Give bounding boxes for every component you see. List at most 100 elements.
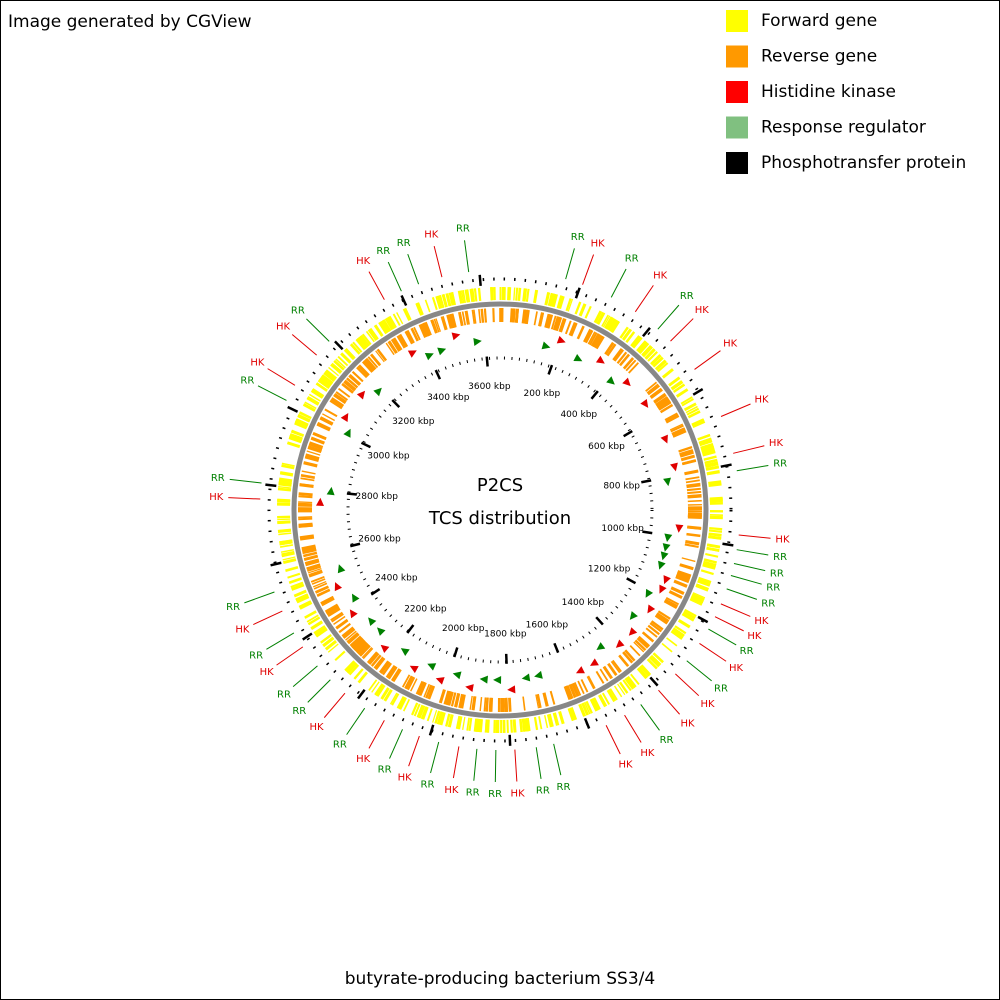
gene-stripe	[580, 679, 589, 693]
gene-stripe	[685, 479, 700, 484]
feature-leader	[323, 692, 346, 718]
gene-stripe	[286, 441, 301, 449]
gene-stripe	[545, 314, 551, 328]
gene-stripe	[461, 311, 467, 326]
gene-stripe	[471, 696, 476, 711]
credit: Image generated by CGView	[8, 12, 252, 32]
gene-stripe	[278, 485, 292, 489]
tick-label: 600 kbp	[588, 442, 625, 452]
gene-stripe	[277, 520, 291, 525]
feature-label: HK	[653, 270, 668, 281]
gene-stripe	[295, 419, 309, 426]
gene-stripe	[686, 487, 701, 492]
gene-stripe	[392, 313, 401, 326]
gene-stripe	[550, 315, 557, 330]
feature-leader	[266, 632, 295, 650]
feature-label: RR	[773, 459, 787, 470]
gene-stripe	[596, 311, 606, 325]
gene-stripe	[613, 685, 623, 698]
gene-stripe	[382, 319, 392, 332]
gene-stripe	[384, 317, 394, 331]
feature-label: RR	[557, 782, 571, 793]
gene-stripe	[706, 469, 720, 474]
feature-leader	[670, 318, 694, 342]
gene-stripe	[519, 718, 523, 733]
gene-stripe	[432, 710, 438, 723]
gene-stripe	[458, 693, 464, 709]
feature-label: HK	[511, 788, 526, 799]
gene-stripe	[365, 330, 375, 343]
gene-stripe	[622, 357, 635, 370]
feature-leader	[565, 248, 575, 280]
tick-label: 800 kbp	[603, 482, 640, 492]
feature-leader	[610, 268, 627, 298]
gene-stripe	[558, 318, 566, 333]
feature-marker	[424, 353, 434, 361]
gene-stripe	[333, 359, 345, 371]
gene-stripe	[569, 707, 578, 721]
feature-leader	[720, 403, 751, 417]
gene-stripe	[367, 356, 378, 368]
gene-stripe	[299, 484, 314, 489]
gene-stripe	[380, 661, 390, 674]
feature-label: RR	[770, 568, 784, 579]
gene-stripe	[300, 536, 315, 541]
gene-stripe	[650, 620, 664, 631]
gene-stripe	[345, 630, 357, 641]
gene-stripe	[375, 684, 386, 697]
gene-stripe	[624, 677, 634, 690]
gene-stripe	[378, 321, 388, 334]
gene-stripe	[352, 371, 364, 382]
gene-stripe	[477, 287, 482, 302]
gene-stripe	[433, 318, 440, 333]
gene-stripe	[655, 613, 669, 624]
tick-label: 3400 kbp	[427, 393, 470, 403]
gene-stripe	[345, 661, 357, 673]
tick-label: 1200 kbp	[588, 564, 631, 574]
gene-stripe	[356, 641, 368, 654]
gene-stripe	[489, 697, 494, 712]
gene-stripe	[550, 293, 555, 307]
gene-stripe	[290, 581, 304, 588]
feature-marker	[507, 685, 516, 694]
gene-stripe	[323, 371, 336, 382]
gene-stripe	[544, 313, 550, 328]
gene-stripe	[324, 371, 336, 381]
gene-stripe	[533, 716, 539, 731]
feature-label: RR	[376, 246, 390, 257]
gene-stripe	[536, 693, 542, 709]
legend-label: Reverse gene	[761, 47, 877, 67]
gene-stripe	[298, 501, 313, 504]
gene-stripe	[543, 715, 549, 729]
gene-stripe	[684, 470, 699, 476]
gene-stripe	[612, 348, 624, 361]
gene-stripe	[513, 287, 516, 301]
gene-stripe	[289, 436, 302, 442]
inner-tick	[590, 390, 599, 400]
gene-stripe	[670, 631, 683, 640]
gene-stripe	[388, 315, 397, 329]
gene-stripe	[599, 694, 608, 707]
gene-stripe	[308, 445, 322, 452]
gene-stripe	[517, 287, 522, 301]
feature-label: RR	[249, 651, 263, 662]
feature-label: RR	[211, 473, 225, 484]
feature-label: HK	[729, 663, 744, 674]
feature-marker	[400, 648, 410, 656]
feature-leader	[658, 689, 680, 715]
gene-stripe	[308, 443, 323, 450]
gene-stripe	[632, 337, 643, 349]
gene-stripe	[542, 692, 549, 707]
tick-label: 2800 kbp	[356, 492, 399, 502]
gene-stripe	[446, 314, 453, 329]
tick-label: 1600 kbp	[526, 620, 569, 630]
feature-marker	[377, 627, 386, 636]
feature-marker	[479, 675, 489, 684]
legend-swatch	[726, 10, 748, 32]
tick-label: 200 kbp	[524, 389, 561, 399]
inner-tick	[626, 577, 637, 585]
gene-stripe	[696, 583, 709, 590]
gene-stripe	[330, 397, 345, 408]
feature-leader	[686, 660, 712, 682]
gene-stripe	[362, 647, 374, 660]
